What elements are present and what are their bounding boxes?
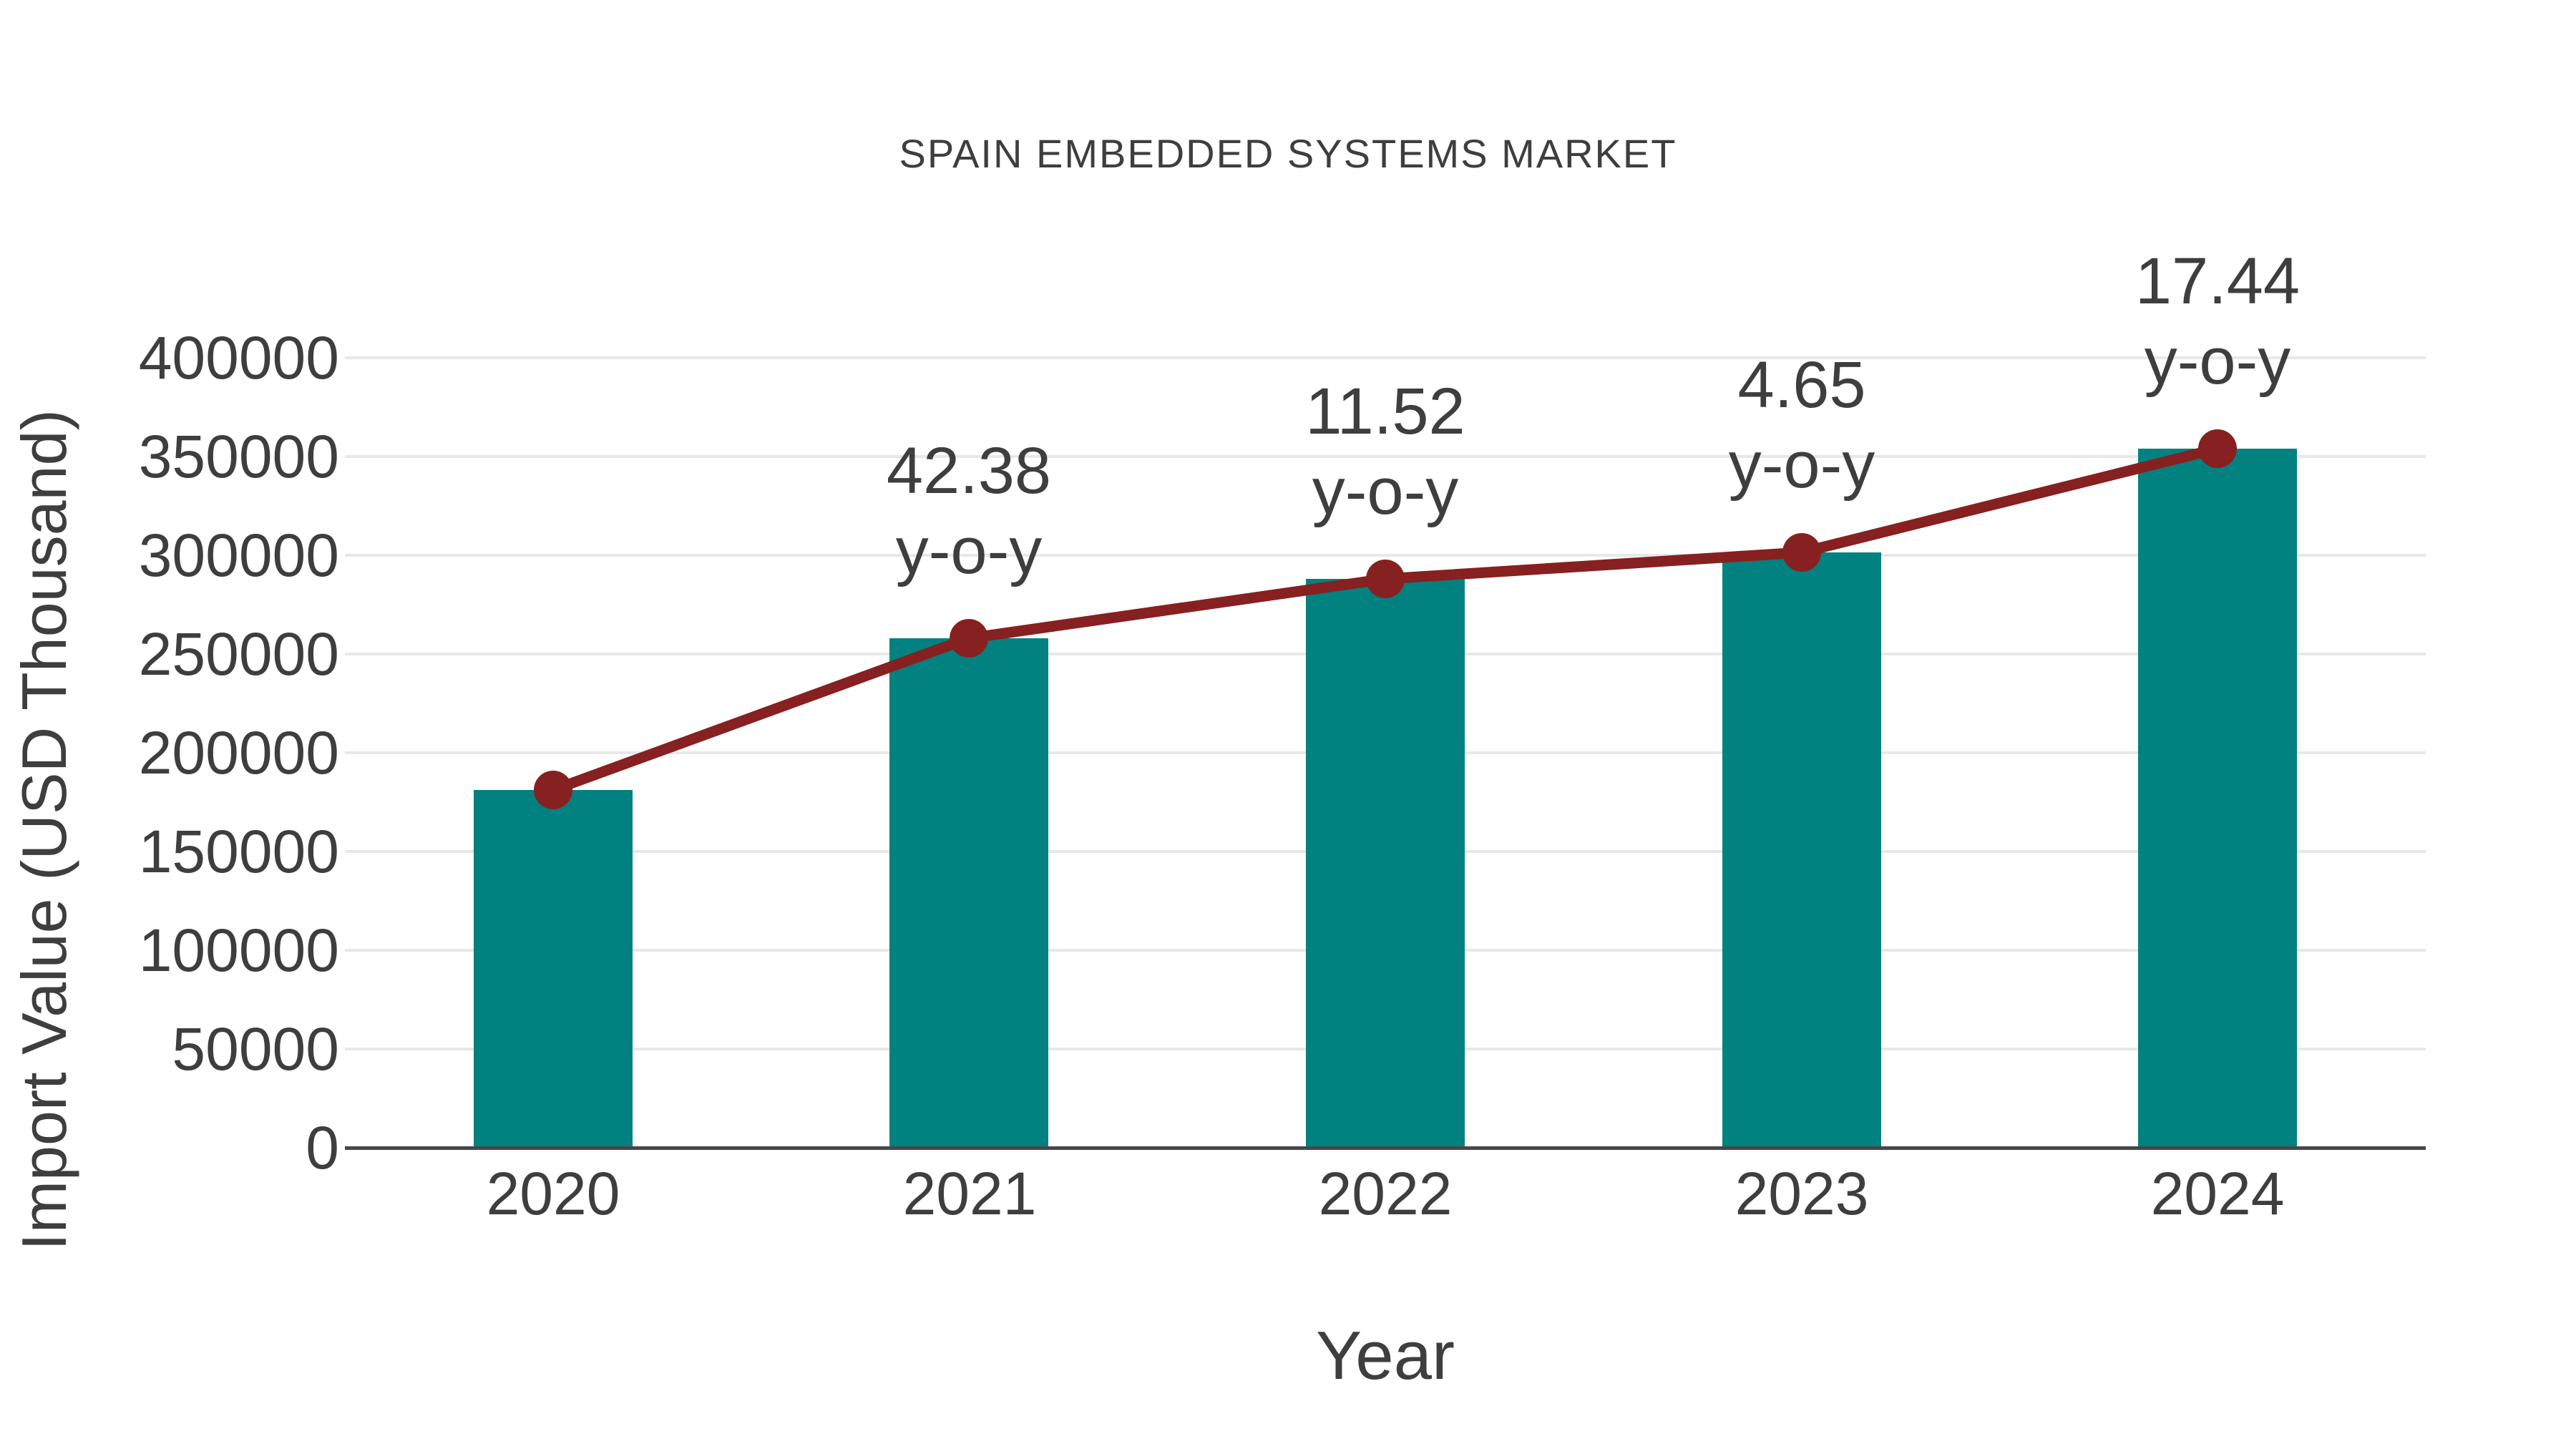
data-point-2023 [1782,533,1821,572]
bar-2022 [1306,579,1465,1148]
yoy-value-2023: 4.65 [1737,348,1866,421]
data-point-2022 [1366,560,1405,598]
yoy-value-2021: 42.38 [886,434,1052,507]
y-tick-label-350000: 350000 [138,423,339,490]
x-axis-title: Year [1316,1317,1455,1394]
yoy-value-2024: 17.44 [2135,245,2301,318]
x-tick-label-2021: 2021 [902,1160,1037,1227]
yoy-suffix-2022: y-o-y [1312,455,1459,528]
bar-2023 [1722,552,1881,1148]
yoy-label-2023: 4.65 y-o-y [1580,345,2024,505]
yoy-suffix-2021: y-o-y [895,514,1043,587]
x-tick-label-2020: 2020 [486,1160,620,1227]
data-point-2024 [2198,429,2237,468]
x-tick-label-2023: 2023 [1735,1160,1869,1227]
gridline-400000 [345,356,2426,359]
y-tick-label-150000: 150000 [138,818,339,885]
x-tick-label-2022: 2022 [1318,1160,1453,1227]
yoy-suffix-2024: y-o-y [2144,325,2291,398]
yoy-suffix-2023: y-o-y [1728,429,1875,502]
y-tick-label-250000: 250000 [138,620,339,688]
x-tick-label-2024: 2024 [2150,1160,2285,1227]
bar-2021 [889,638,1048,1148]
bar-2020 [474,790,633,1148]
yoy-label-2021: 42.38 y-o-y [747,431,1191,591]
y-tick-label-300000: 300000 [138,522,339,589]
y-tick-label-200000: 200000 [138,719,339,786]
yoy-label-2024: 17.44 y-o-y [1996,241,2439,401]
x-axis-line [345,1146,2426,1150]
gridline-350000 [345,455,2426,458]
data-point-2021 [950,619,988,658]
y-tick-label-0: 0 [306,1114,339,1181]
data-point-2020 [534,771,572,809]
chart-title: SPAIN EMBEDDED SYSTEMS MARKET [899,131,1677,176]
y-tick-label-50000: 50000 [172,1015,339,1083]
gridline-300000 [345,554,2426,557]
yoy-value-2022: 11.52 [1305,375,1465,448]
y-tick-label-100000: 100000 [138,917,339,984]
yoy-label-2022: 11.52 y-o-y [1163,371,1607,532]
bar-2024 [2138,449,2297,1148]
y-tick-label-400000: 400000 [138,324,339,391]
